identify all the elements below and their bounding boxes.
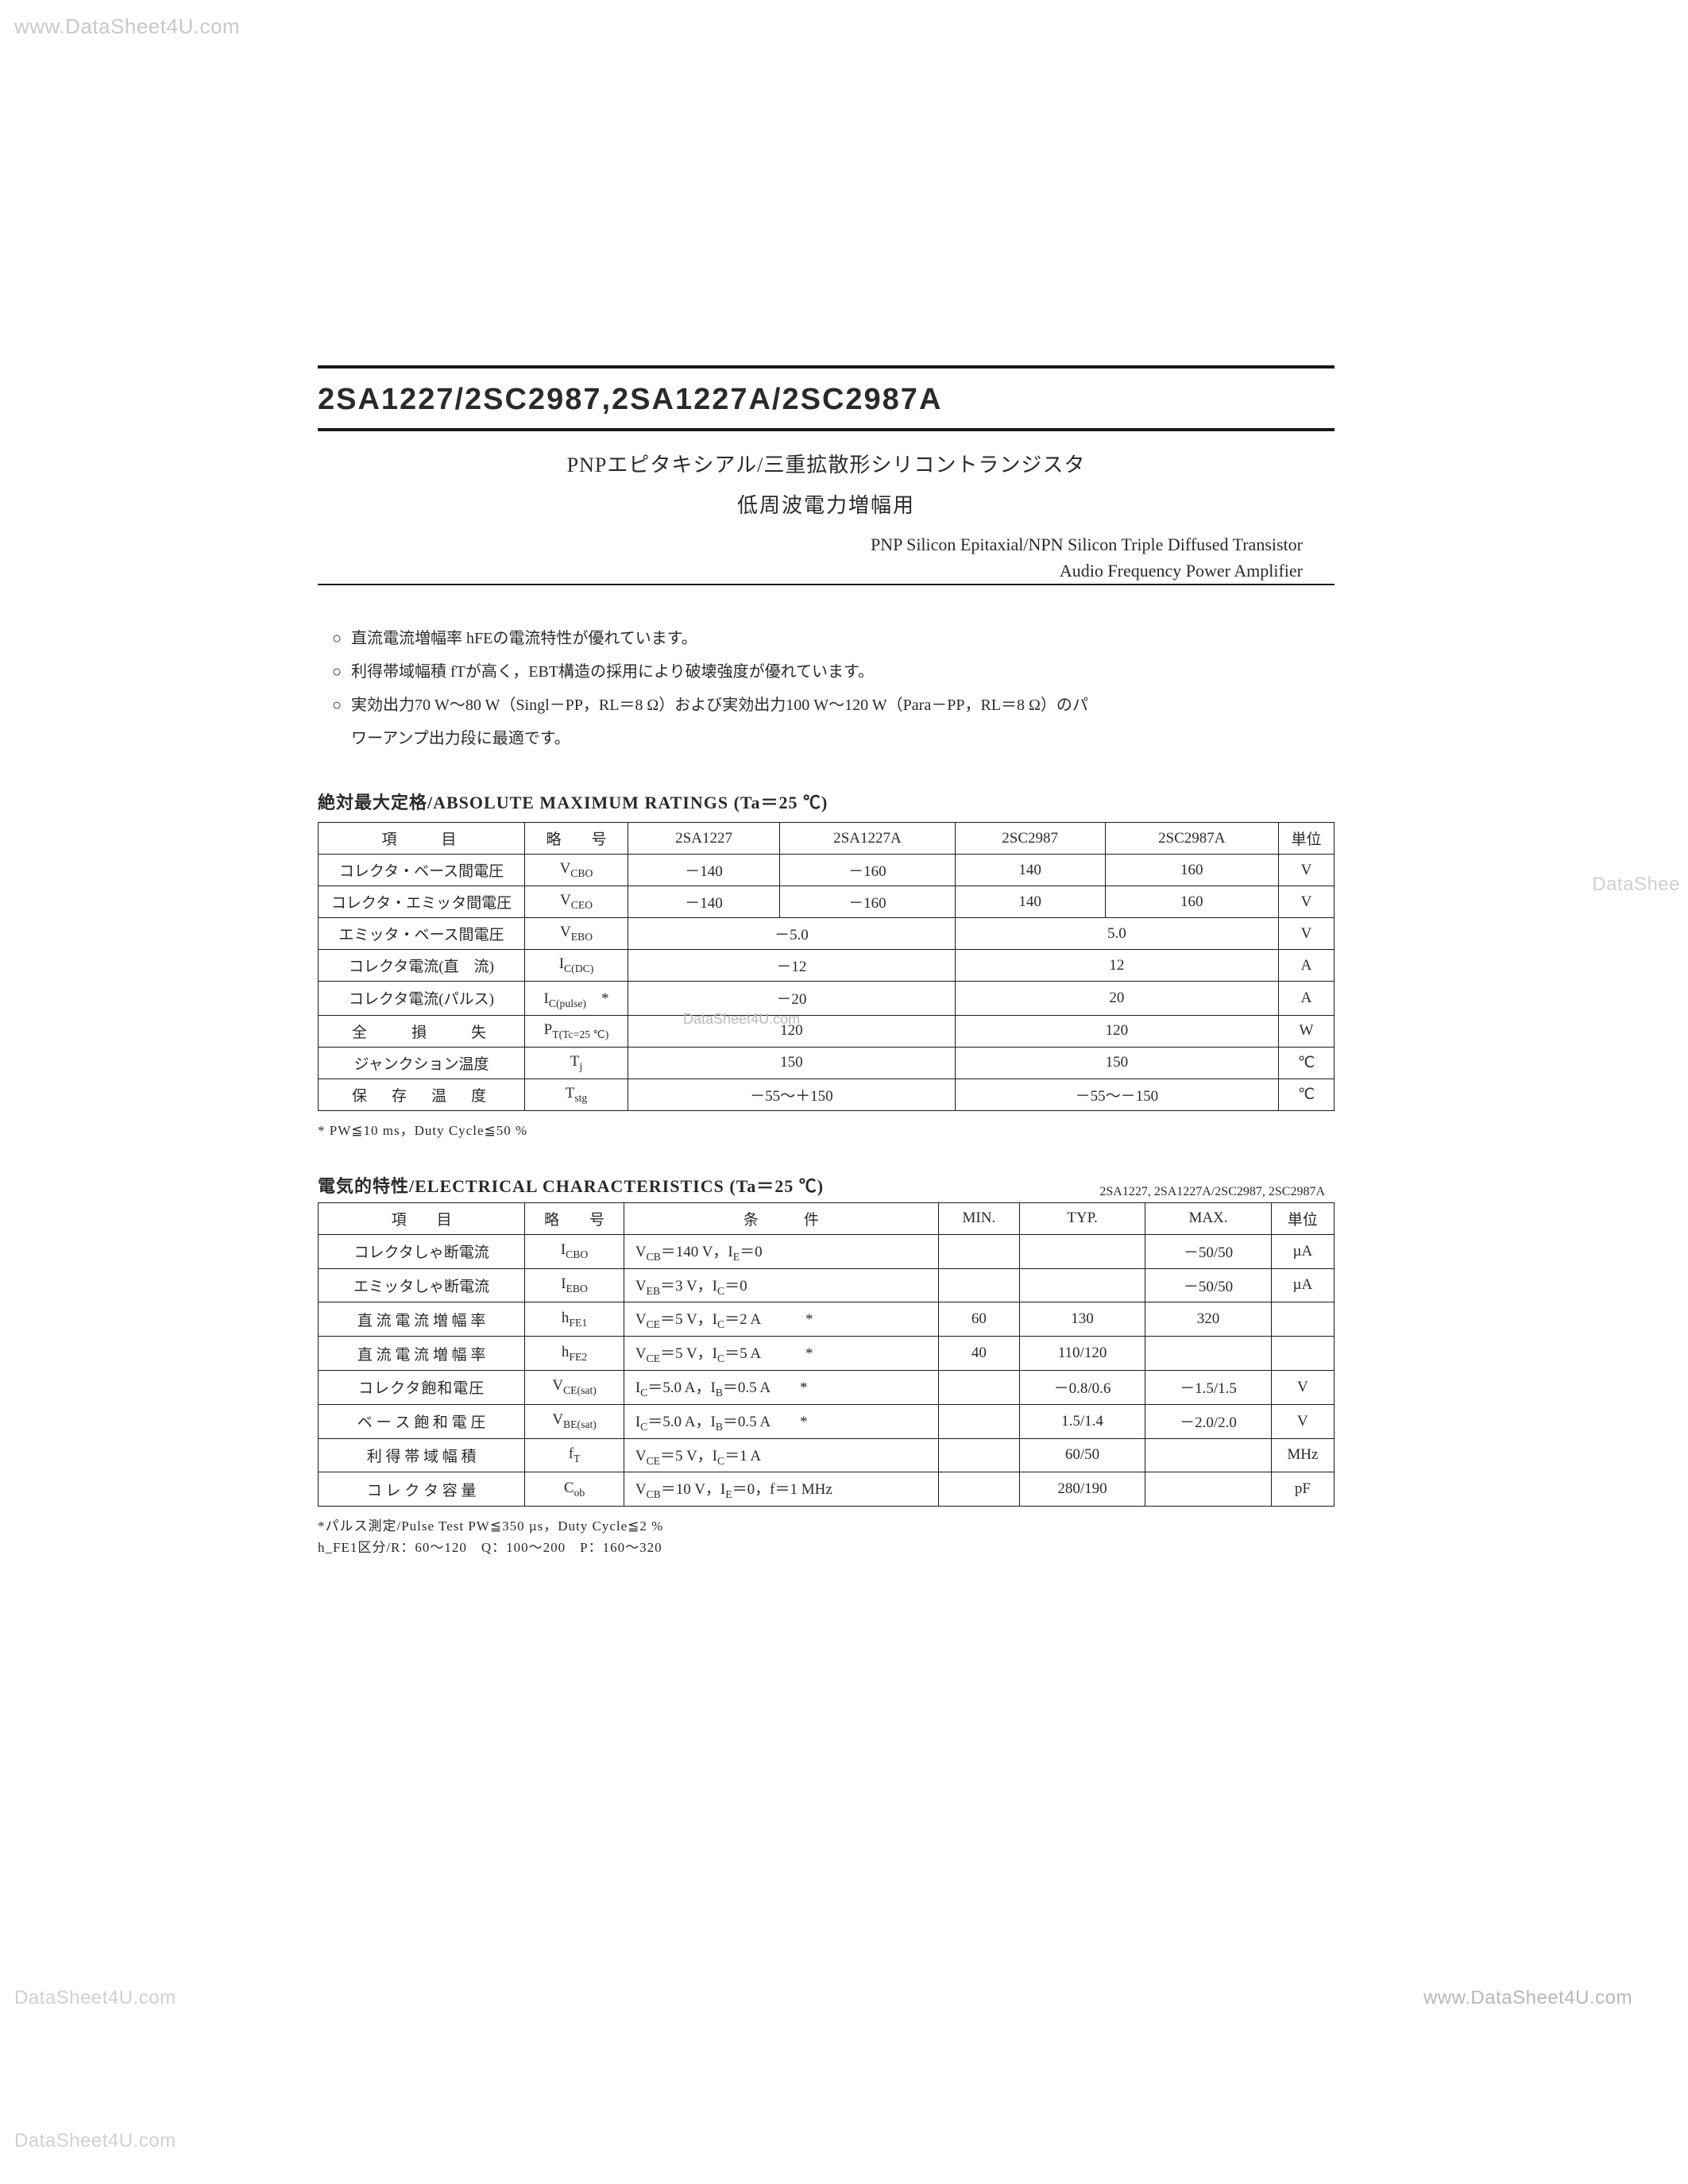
th-cond: 条 件	[624, 1202, 938, 1234]
part-number-title: 2SA1227/2SC2987,2SA1227A/2SC2987A	[318, 383, 1335, 417]
watermark-right-edge: DataShee	[1592, 874, 1680, 896]
table-row: コレクタ・ベース間電圧 VCBO －140 －160 140 160 V	[319, 855, 1335, 886]
th-param: 項 目	[319, 823, 525, 855]
th-symbol: 略 号	[525, 823, 628, 855]
table1-footnote: * PW≦10 ms，Duty Cycle≦50 %	[318, 1119, 1335, 1139]
bullet-3-cont: ワーアンプ出力段に最適です。	[332, 722, 1335, 755]
watermark-bottom-left: DataSheet4U.com	[14, 1987, 176, 2009]
jp-subtitle-2: 低周波電力増幅用	[318, 489, 1335, 519]
table-row: コレクタ電流(パルス) IC(pulse) * －20 20 A	[319, 982, 1335, 1016]
th-param: 項 目	[319, 1202, 525, 1234]
table-row: 全 損 失 PT(Tc=25 ℃) 120 120 W	[319, 1015, 1335, 1047]
th-2sa1227: 2SA1227	[628, 823, 780, 855]
table2-footnote-1: *パルス測定/Pulse Test PW≦350 µs，Duty Cycle≦2…	[318, 1515, 1335, 1534]
th-min: MIN.	[938, 1202, 1019, 1234]
table-row: ベ ー ス 飽 和 電 圧 VBE(sat) IC＝5.0 A，IB＝0.5 A…	[319, 1404, 1335, 1438]
table-row: コレクタ・エミッタ間電圧 VCEO －140 －160 140 160 V	[319, 886, 1335, 918]
table-row: コレクタ電流(直 流) IC(DC) －12 12 A	[319, 950, 1335, 982]
table-row: 利 得 帯 域 幅 積 fT VCE＝5 V，IC＝1 A 60/50 MHz	[319, 1438, 1335, 1472]
watermark-bottom-left-2: DataSheet4U.com	[14, 2130, 176, 2152]
rule-under-subtitle	[318, 584, 1335, 585]
table1-title: 絶対最大定格/ABSOLUTE MAXIMUM RATINGS (Ta＝25 ℃…	[318, 789, 1335, 814]
table-row: コ レ ク タ 容 量 Cob VCB＝10 V，IE＝0，f＝1 MHz 28…	[319, 1472, 1335, 1507]
rule-top	[318, 365, 1335, 369]
th-typ: TYP.	[1019, 1202, 1145, 1234]
table-row: エミッタ・ベース間電圧 VEBO －5.0 5.0 V	[319, 918, 1335, 950]
en-subtitle-1: PNP Silicon Epitaxial/NPN Silicon Triple…	[318, 531, 1303, 558]
th-unit: 単位	[1279, 823, 1335, 855]
rule-under-title	[318, 428, 1335, 431]
watermark-top-left: www.DataSheet4U.com	[14, 14, 240, 39]
table-row: コレクタしゃ断電流 ICBO VCB＝140 V，IE＝0 －50/50 µA	[319, 1234, 1335, 1268]
feature-bullets: ○直流電流増幅率 hFEの電流特性が優れています。 ○利得帯域幅積 fTが高く，…	[318, 622, 1335, 755]
table-row: 項 目 略 号 条 件 MIN. TYP. MAX. 単位	[319, 1202, 1335, 1234]
document-page: 2SA1227/2SC2987,2SA1227A/2SC2987A PNPエピタ…	[318, 365, 1335, 1556]
table-row: エミッタしゃ断電流 IEBO VEB＝3 V，IC＝0 －50/50 µA	[319, 1268, 1335, 1302]
table-row: 項 目 略 号 2SA1227 2SA1227A 2SC2987 2SC2987…	[319, 823, 1335, 855]
en-subtitle-2: Audio Frequency Power Amplifier	[318, 558, 1303, 584]
bullet-2: 利得帯域幅積 fTが高く，EBT構造の採用により破壊強度が優れています。	[351, 655, 874, 689]
absolute-maximum-ratings-table: 項 目 略 号 2SA1227 2SA1227A 2SC2987 2SC2987…	[318, 822, 1335, 1111]
th-unit: 単位	[1271, 1202, 1334, 1234]
table-row: 直 流 電 流 増 幅 率 hFE1 VCE＝5 V，IC＝2 A * 60 1…	[319, 1302, 1335, 1337]
table2-footnote-2: h_FE1区分/R：60～120 Q：100～200 P：160～320	[318, 1536, 1335, 1556]
th-2sa1227a: 2SA1227A	[780, 823, 956, 855]
table-row: ジャンクション温度 Tj 150 150 ℃	[319, 1047, 1335, 1078]
table-row: コレクタ飽和電圧 VCE(sat) IC＝5.0 A，IB＝0.5 A * －0…	[319, 1370, 1335, 1404]
electrical-characteristics-table: 項 目 略 号 条 件 MIN. TYP. MAX. 単位 コレクタしゃ断電流 …	[318, 1202, 1335, 1507]
th-max: MAX.	[1145, 1202, 1271, 1234]
table-row: 直 流 電 流 増 幅 率 hFE2 VCE＝5 V，IC＝5 A * 40 1…	[319, 1337, 1335, 1371]
watermark-bottom-right: www.DataSheet4U.com	[1423, 1987, 1632, 2009]
table-row: 保 存 温 度 Tstg －55～＋150 －55～－150 ℃	[319, 1078, 1335, 1110]
th-2sc2987: 2SC2987	[955, 823, 1105, 855]
th-2sc2987a: 2SC2987A	[1105, 823, 1278, 855]
bullet-3: 実効出力70 W～80 W（Singl－PP，RL＝8 Ω）および実効出力100…	[351, 689, 1088, 722]
en-subtitle-block: PNP Silicon Epitaxial/NPN Silicon Triple…	[318, 531, 1335, 584]
jp-subtitle-1: PNPエピタキシアル/三重拡散形シリコントランジスタ	[318, 449, 1335, 478]
bullet-1: 直流電流増幅率 hFEの電流特性が優れています。	[351, 622, 697, 655]
th-symbol: 略 号	[525, 1202, 624, 1234]
